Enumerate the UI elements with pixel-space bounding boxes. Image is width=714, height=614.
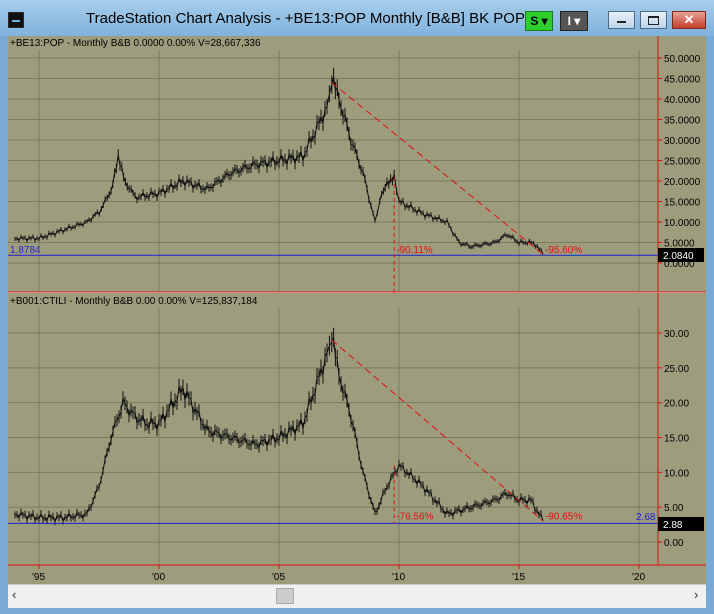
x-axis: '95 '00 '05 '10 '15 '20 [32, 565, 645, 583]
bottom-drop1-label: -76.56% [396, 512, 433, 523]
y-tick-label: 15.0000 [664, 198, 701, 209]
tradestation-app-icon [8, 12, 24, 28]
x-tick-label: '15 [512, 572, 525, 583]
bottom-support-label: 2.68 [636, 512, 656, 523]
top-chart-header: +BE13:POP - Monthly B&B 0.0000 0.00% V=2… [10, 38, 261, 49]
horizontal-scrollbar[interactable]: ‹ › [8, 584, 706, 605]
top-trend-line [331, 82, 544, 255]
bottom-price-series [14, 327, 544, 526]
close-button[interactable]: ✕ [672, 11, 706, 29]
x-tick-label: '20 [632, 572, 645, 583]
strategy-s-button[interactable]: S ▾ [525, 11, 553, 31]
top-drop2-label: -95.60% [545, 245, 582, 256]
y-tick-label: 5.0000 [664, 239, 695, 250]
window-title: TradeStation Chart Analysis - +BE13:POP … [86, 10, 526, 27]
bottom-trend-line [331, 339, 544, 522]
y-tick-label: 15.00 [664, 434, 689, 445]
y-tick-label: 25.00 [664, 364, 689, 375]
bottom-plot-background [8, 293, 706, 565]
y-tick-label: 35.0000 [664, 116, 701, 127]
title-bar[interactable]: TradeStation Chart Analysis - +BE13:POP … [0, 0, 714, 36]
top-drop1-label: -90.11% [396, 245, 433, 256]
scroll-left-icon[interactable]: ‹ [12, 587, 17, 602]
x-axis-strip [8, 565, 706, 584]
x-tick-label: '10 [392, 572, 405, 583]
top-grid [8, 50, 658, 292]
bottom-last-price: 2.88 [663, 520, 683, 531]
y-tick-label: 40.0000 [664, 95, 701, 106]
x-tick-label: '95 [32, 572, 45, 583]
bottom-last-price-box [658, 517, 704, 531]
top-y-axis: 50.0000 45.0000 40.0000 35.0000 30.0000 25.00… [658, 54, 701, 270]
y-tick-label: 45.0000 [664, 75, 701, 86]
maximize-button[interactable] [640, 11, 667, 29]
minimize-button[interactable] [608, 11, 635, 29]
scroll-thumb[interactable] [276, 588, 294, 604]
y-tick-label: 10.0000 [664, 218, 701, 229]
y-tick-label: 10.00 [664, 468, 689, 479]
y-tick-label: 20.00 [664, 399, 689, 410]
y-tick-label: 5.00 [664, 503, 684, 514]
y-tick-label: 0.0000 [664, 259, 695, 270]
y-tick-label: 20.0000 [664, 177, 701, 188]
top-price-series [14, 67, 544, 255]
top-support-label: 1.8784 [10, 245, 41, 256]
y-tick-label: 30.0000 [664, 136, 701, 147]
x-tick-label: '00 [152, 572, 165, 583]
bottom-y-axis: 30.00 25.00 20.00 15.00 10.00 5.00 0.00 [658, 329, 689, 549]
y-tick-label: 0.00 [664, 538, 684, 549]
chart-analysis-canvas[interactable]: 50.0000 45.0000 40.0000 35.0000 30.0000 25.00… [8, 36, 706, 584]
x-tick-label: '05 [272, 572, 285, 583]
top-last-price: 2.0840 [663, 251, 694, 262]
indicator-i-button[interactable]: I ▾ [560, 11, 588, 31]
y-tick-label: 30.00 [664, 329, 689, 340]
bottom-chart-header: +B001:CTILI - Monthly B&B 0.00 0.00% V=1… [10, 296, 258, 307]
scroll-right-icon[interactable]: › [694, 587, 699, 602]
bottom-grid [8, 308, 658, 565]
top-plot-background [8, 36, 706, 292]
bottom-drop2-label: -90.65% [545, 512, 582, 523]
y-tick-label: 25.0000 [664, 157, 701, 168]
y-tick-label: 50.0000 [664, 54, 701, 65]
top-last-price-box [658, 248, 704, 262]
